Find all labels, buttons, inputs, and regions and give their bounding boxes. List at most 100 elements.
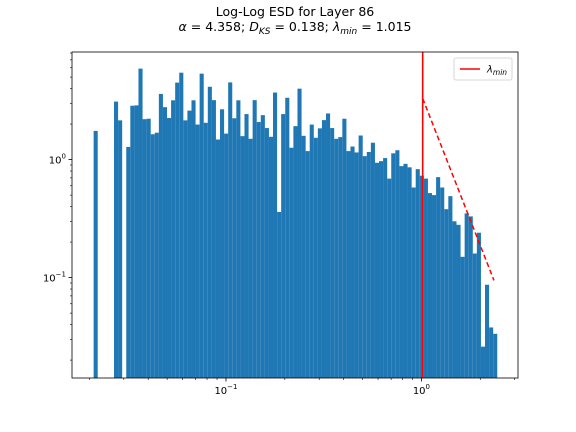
histogram-bar xyxy=(395,150,400,378)
histogram-bar xyxy=(448,196,453,378)
histogram-bar xyxy=(370,142,375,378)
histogram-bar xyxy=(211,100,216,378)
histogram-bar xyxy=(142,119,147,379)
histogram-bar xyxy=(460,256,465,378)
x-tick-exponent: −1 xyxy=(227,383,237,391)
lambda-subscript: min xyxy=(340,27,357,37)
histogram-bar xyxy=(411,187,416,378)
histogram-bar xyxy=(158,93,163,378)
histogram-bar xyxy=(264,128,269,378)
histogram-bar xyxy=(289,147,294,378)
histogram-bar xyxy=(297,88,302,379)
histogram-bar xyxy=(374,162,380,378)
y-tick-base: 10 xyxy=(49,156,62,167)
dks-symbol: D xyxy=(249,19,259,34)
histogram-bar xyxy=(146,118,151,378)
histogram-bar xyxy=(138,68,143,379)
histogram-bar xyxy=(334,138,339,378)
histogram-bar xyxy=(256,122,261,378)
histogram-bar xyxy=(493,333,498,378)
histogram-bar xyxy=(285,97,290,378)
chart-title: Log-Log ESD for Layer 86 xyxy=(216,4,375,19)
histogram-bar xyxy=(281,114,286,378)
histogram-bar xyxy=(452,221,457,378)
histogram-bar xyxy=(456,224,461,378)
histogram-bar xyxy=(313,137,318,378)
legend-lambda-subscript: min xyxy=(493,68,507,77)
dks-value: = 0.138; xyxy=(274,19,328,34)
histogram-bar xyxy=(464,213,469,378)
histogram-bar xyxy=(232,118,237,378)
legend-label-lambda-min: λmin xyxy=(486,65,507,78)
histogram-bar xyxy=(403,163,408,378)
histogram-bar xyxy=(244,114,249,378)
histogram-bar xyxy=(444,209,449,378)
histogram-bar xyxy=(273,92,278,378)
histogram-bar xyxy=(346,151,351,378)
histogram-bar xyxy=(485,284,490,378)
histogram-bar xyxy=(207,86,212,378)
lambda-symbol: λ xyxy=(332,19,340,34)
histogram-bar xyxy=(220,109,225,378)
histogram-bar xyxy=(480,346,486,378)
histogram-bar xyxy=(391,153,396,378)
histogram-bar xyxy=(93,130,98,378)
x-tick-base: 10 xyxy=(214,386,227,397)
x-tick-base: 10 xyxy=(413,386,426,397)
histogram-bar xyxy=(277,211,282,378)
histogram-bar xyxy=(130,105,135,378)
histogram-bar xyxy=(358,135,363,378)
histogram-bar xyxy=(175,82,180,379)
histogram-bar xyxy=(236,100,241,379)
histogram-bar xyxy=(362,156,367,378)
histogram-bar xyxy=(489,327,494,378)
dks-subscript: KS xyxy=(259,27,271,37)
x-tick-exponent: 0 xyxy=(426,383,430,391)
histogram-bar xyxy=(423,178,428,378)
histogram-bar xyxy=(427,193,433,378)
histogram-bar xyxy=(199,73,204,378)
legend-lambda-symbol: λ xyxy=(486,65,493,76)
x-tick-label: 100 xyxy=(413,383,430,397)
x-tick-label: 10−1 xyxy=(214,383,237,397)
histogram-bar xyxy=(224,133,229,378)
fit-overlay xyxy=(421,52,495,378)
histogram-bar xyxy=(317,128,322,378)
histogram-bar xyxy=(419,175,424,378)
histogram-bar xyxy=(472,253,477,378)
histogram-bar xyxy=(338,137,343,378)
histogram-bar xyxy=(171,100,176,379)
legend: λmin xyxy=(453,57,513,81)
histogram-bar xyxy=(379,161,384,378)
histogram-bar xyxy=(191,100,196,379)
histogram-bar xyxy=(305,151,310,378)
legend-box xyxy=(453,57,513,81)
y-tick-exponent: 0 xyxy=(62,153,66,161)
histogram-bar xyxy=(387,178,392,378)
histogram-bar xyxy=(268,136,274,378)
histogram-bar xyxy=(432,195,437,378)
histogram-bar xyxy=(350,146,355,378)
histogram-bar xyxy=(407,167,412,378)
histogram-bar xyxy=(468,216,473,378)
histogram-bar xyxy=(321,120,327,379)
alpha-value: = 4.358; xyxy=(191,19,245,34)
histogram-bar xyxy=(118,120,123,379)
histogram-bar xyxy=(134,105,139,378)
histogram-bar xyxy=(399,166,404,378)
histogram-bar xyxy=(415,169,420,378)
y-tick-base: 10 xyxy=(43,274,56,285)
histogram-bar xyxy=(195,124,200,378)
histogram-bar xyxy=(366,151,371,378)
histogram-bar xyxy=(252,100,257,378)
y-tick-label: 100 xyxy=(49,153,66,167)
power-law-fit-line xyxy=(421,98,495,281)
alpha-symbol: α xyxy=(179,19,188,34)
histogram-bar xyxy=(162,107,168,378)
histogram-bar xyxy=(293,126,298,378)
histogram-bar xyxy=(154,132,159,378)
y-tick-exponent: −1 xyxy=(56,271,66,279)
histogram-bar xyxy=(248,138,253,378)
